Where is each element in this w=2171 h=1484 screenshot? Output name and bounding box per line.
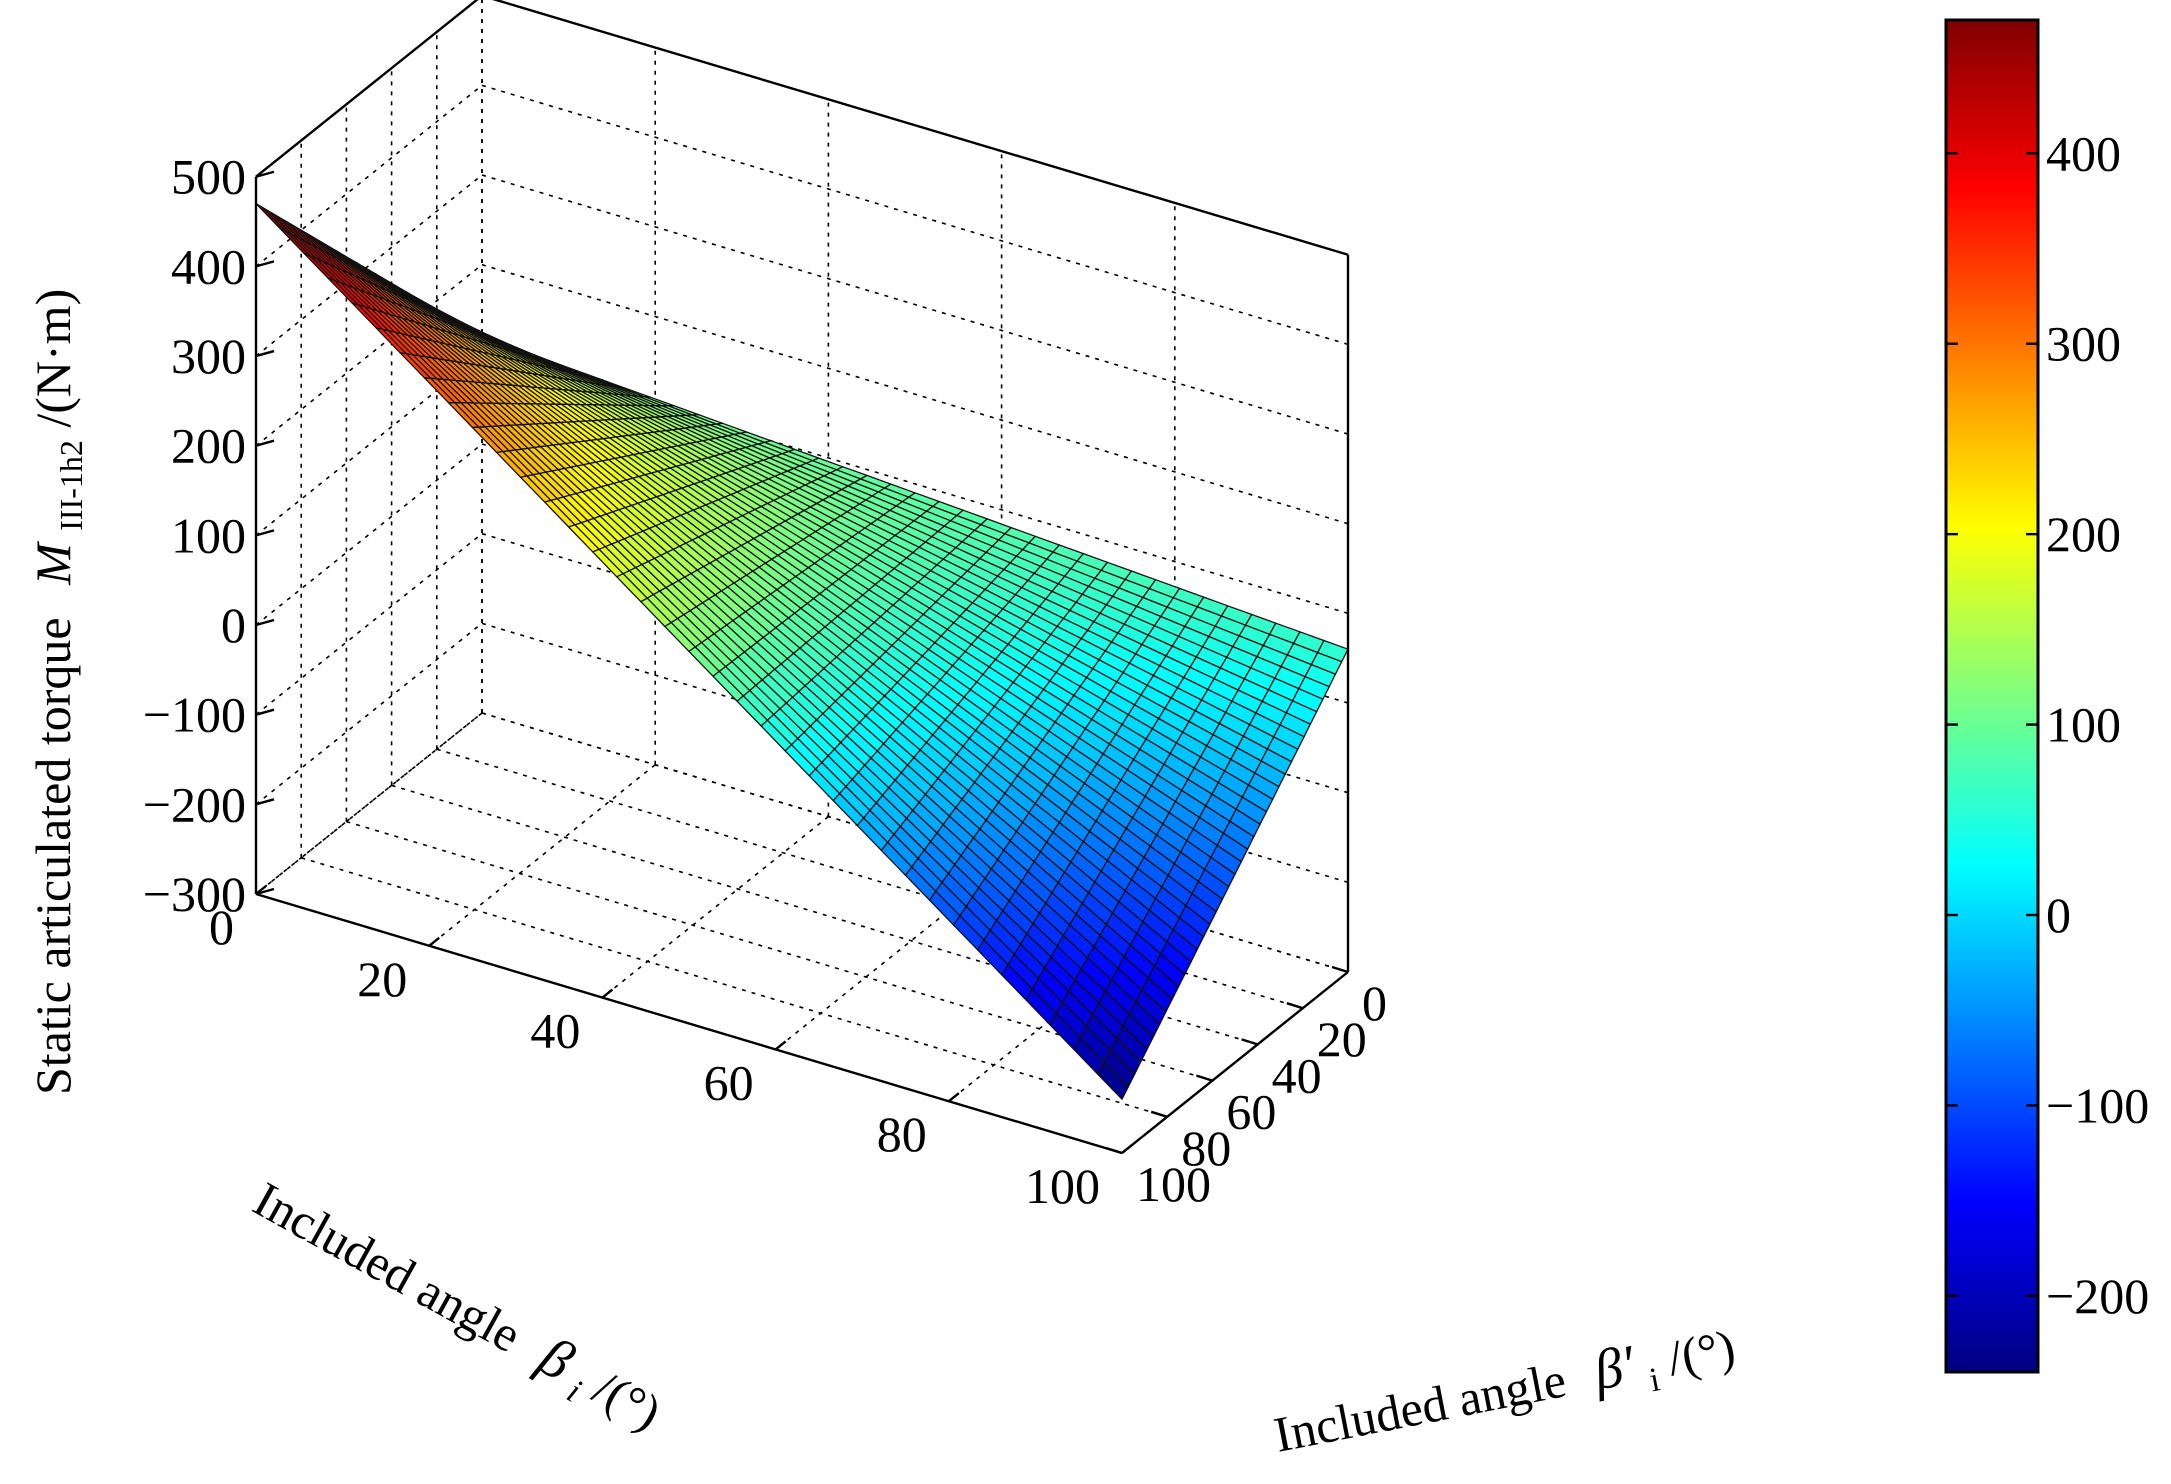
axis-lines <box>254 0 1350 1155</box>
y-axis-label-text: Included angle <box>1269 1351 1570 1462</box>
z-tick-label: −300 <box>143 866 246 922</box>
y-tick-label: 100 <box>1136 1156 1211 1212</box>
colorbar <box>1944 18 2040 1374</box>
y-tick-label: 60 <box>1226 1084 1276 1140</box>
y-tick-label: 80 <box>1181 1120 1231 1176</box>
grid-line <box>601 815 829 999</box>
y-axis-label: Included angle β′ i /(°) <box>1269 1315 1742 1475</box>
z-tick-label: 100 <box>171 507 246 563</box>
surface-cell <box>1097 1061 1129 1100</box>
z-axis-label-symbol: M <box>25 541 81 586</box>
z-tick-label: 300 <box>171 328 246 384</box>
axis-line <box>255 618 275 627</box>
x-tick-label: 60 <box>704 1054 754 1110</box>
axis-line <box>255 260 275 268</box>
colorbar-tick-label: 100 <box>2046 697 2121 753</box>
x-tick-label: 80 <box>877 1106 927 1162</box>
grid-line <box>255 264 483 447</box>
x-axis-label: Included angle β i /(°) <box>239 1167 673 1451</box>
z-tick-label: −200 <box>143 776 246 832</box>
y-tick-label: 0 <box>1362 975 1387 1031</box>
x-tick-label: 20 <box>357 951 407 1007</box>
axis-line <box>492 0 1349 256</box>
colorbar-tick-label: 200 <box>2046 506 2121 562</box>
z-tick-label: 500 <box>171 149 246 205</box>
axis-line <box>255 349 275 358</box>
y-axis-label-subscript: i <box>1647 1361 1663 1399</box>
grid-line <box>481 84 1349 346</box>
x-axis-label-subscript: i <box>561 1373 587 1410</box>
axis-line <box>1150 1110 1168 1118</box>
grid-line <box>255 174 483 357</box>
axis-line <box>601 988 614 999</box>
colorbar-tick-label: −200 <box>2046 1268 2149 1324</box>
grid-line <box>255 622 483 805</box>
grid-line <box>255 712 483 895</box>
axis-line <box>1121 1144 1133 1154</box>
grid-line <box>428 764 656 947</box>
axis-line <box>255 170 275 178</box>
colorbar-tick-label: 400 <box>2046 125 2121 181</box>
surface-cell <box>255 202 287 233</box>
axis-line <box>1286 1002 1304 1010</box>
axis-line <box>428 936 440 947</box>
z-tick-label: 0 <box>221 597 246 653</box>
z-tick-label: −100 <box>143 687 246 743</box>
axis-line <box>255 885 267 895</box>
z-axis-label: Static articulated torque M III-1h2 /(N·… <box>25 289 93 1095</box>
surface-mesh <box>255 202 1349 1100</box>
y-tick-label: 40 <box>1272 1047 1322 1103</box>
x-axis-label-text: Included angle <box>245 1171 531 1363</box>
axis-line <box>1241 1038 1258 1046</box>
colorbar-tick-group: 400 300 200 100 0 −100 −200 <box>1946 125 2149 1324</box>
grid-line <box>255 443 483 626</box>
axis-line <box>1196 1074 1213 1082</box>
grid-line <box>481 174 1349 435</box>
z-tick-label: 400 <box>171 238 246 294</box>
axis-line <box>255 892 1123 1155</box>
grid-line <box>255 712 483 895</box>
axis-line <box>1331 965 1349 974</box>
z-axis-label-subscript: III-1h2 <box>53 440 89 531</box>
colorbar-tick-label: 0 <box>2046 887 2071 943</box>
x-tick-label: 100 <box>1025 1158 1100 1214</box>
grid-line <box>255 84 483 268</box>
z-axis-label-text: Static articulated torque <box>25 617 81 1095</box>
axis-line <box>255 439 275 447</box>
axis-line <box>255 887 275 896</box>
colorbar-tick-label: −100 <box>2046 1077 2149 1133</box>
y-tick-label: 20 <box>1317 1011 1367 1067</box>
grid-line <box>948 919 1176 1102</box>
axis-line <box>774 1040 787 1051</box>
grid-line <box>481 263 1349 525</box>
y-axis-label-symbol: β′ <box>1588 1334 1641 1403</box>
grid-line <box>775 867 1003 1051</box>
axis-line <box>255 798 275 806</box>
grid-line <box>300 857 1168 1118</box>
axis-line <box>1105 1146 1123 1155</box>
grid-line <box>255 533 483 716</box>
y-axis-label-unit: /(°) <box>1663 1319 1740 1387</box>
z-tick-label: 200 <box>171 418 246 474</box>
z-axis-label-unit: /(N·m) <box>25 289 81 428</box>
x-axis-label-unit: /(°) <box>584 1359 670 1441</box>
axis-line <box>255 708 275 716</box>
tick-labels: 5004003002001000−100−200−300020406080100… <box>143 149 1387 1214</box>
axis-line <box>255 0 479 178</box>
x-tick-label: 40 <box>530 1003 580 1059</box>
axis-line <box>255 529 275 537</box>
colorbar-tick-label: 300 <box>2046 316 2121 372</box>
axis-line <box>1121 971 1349 1154</box>
x-tick-label: 0 <box>209 899 234 955</box>
axis-line <box>948 1092 960 1103</box>
